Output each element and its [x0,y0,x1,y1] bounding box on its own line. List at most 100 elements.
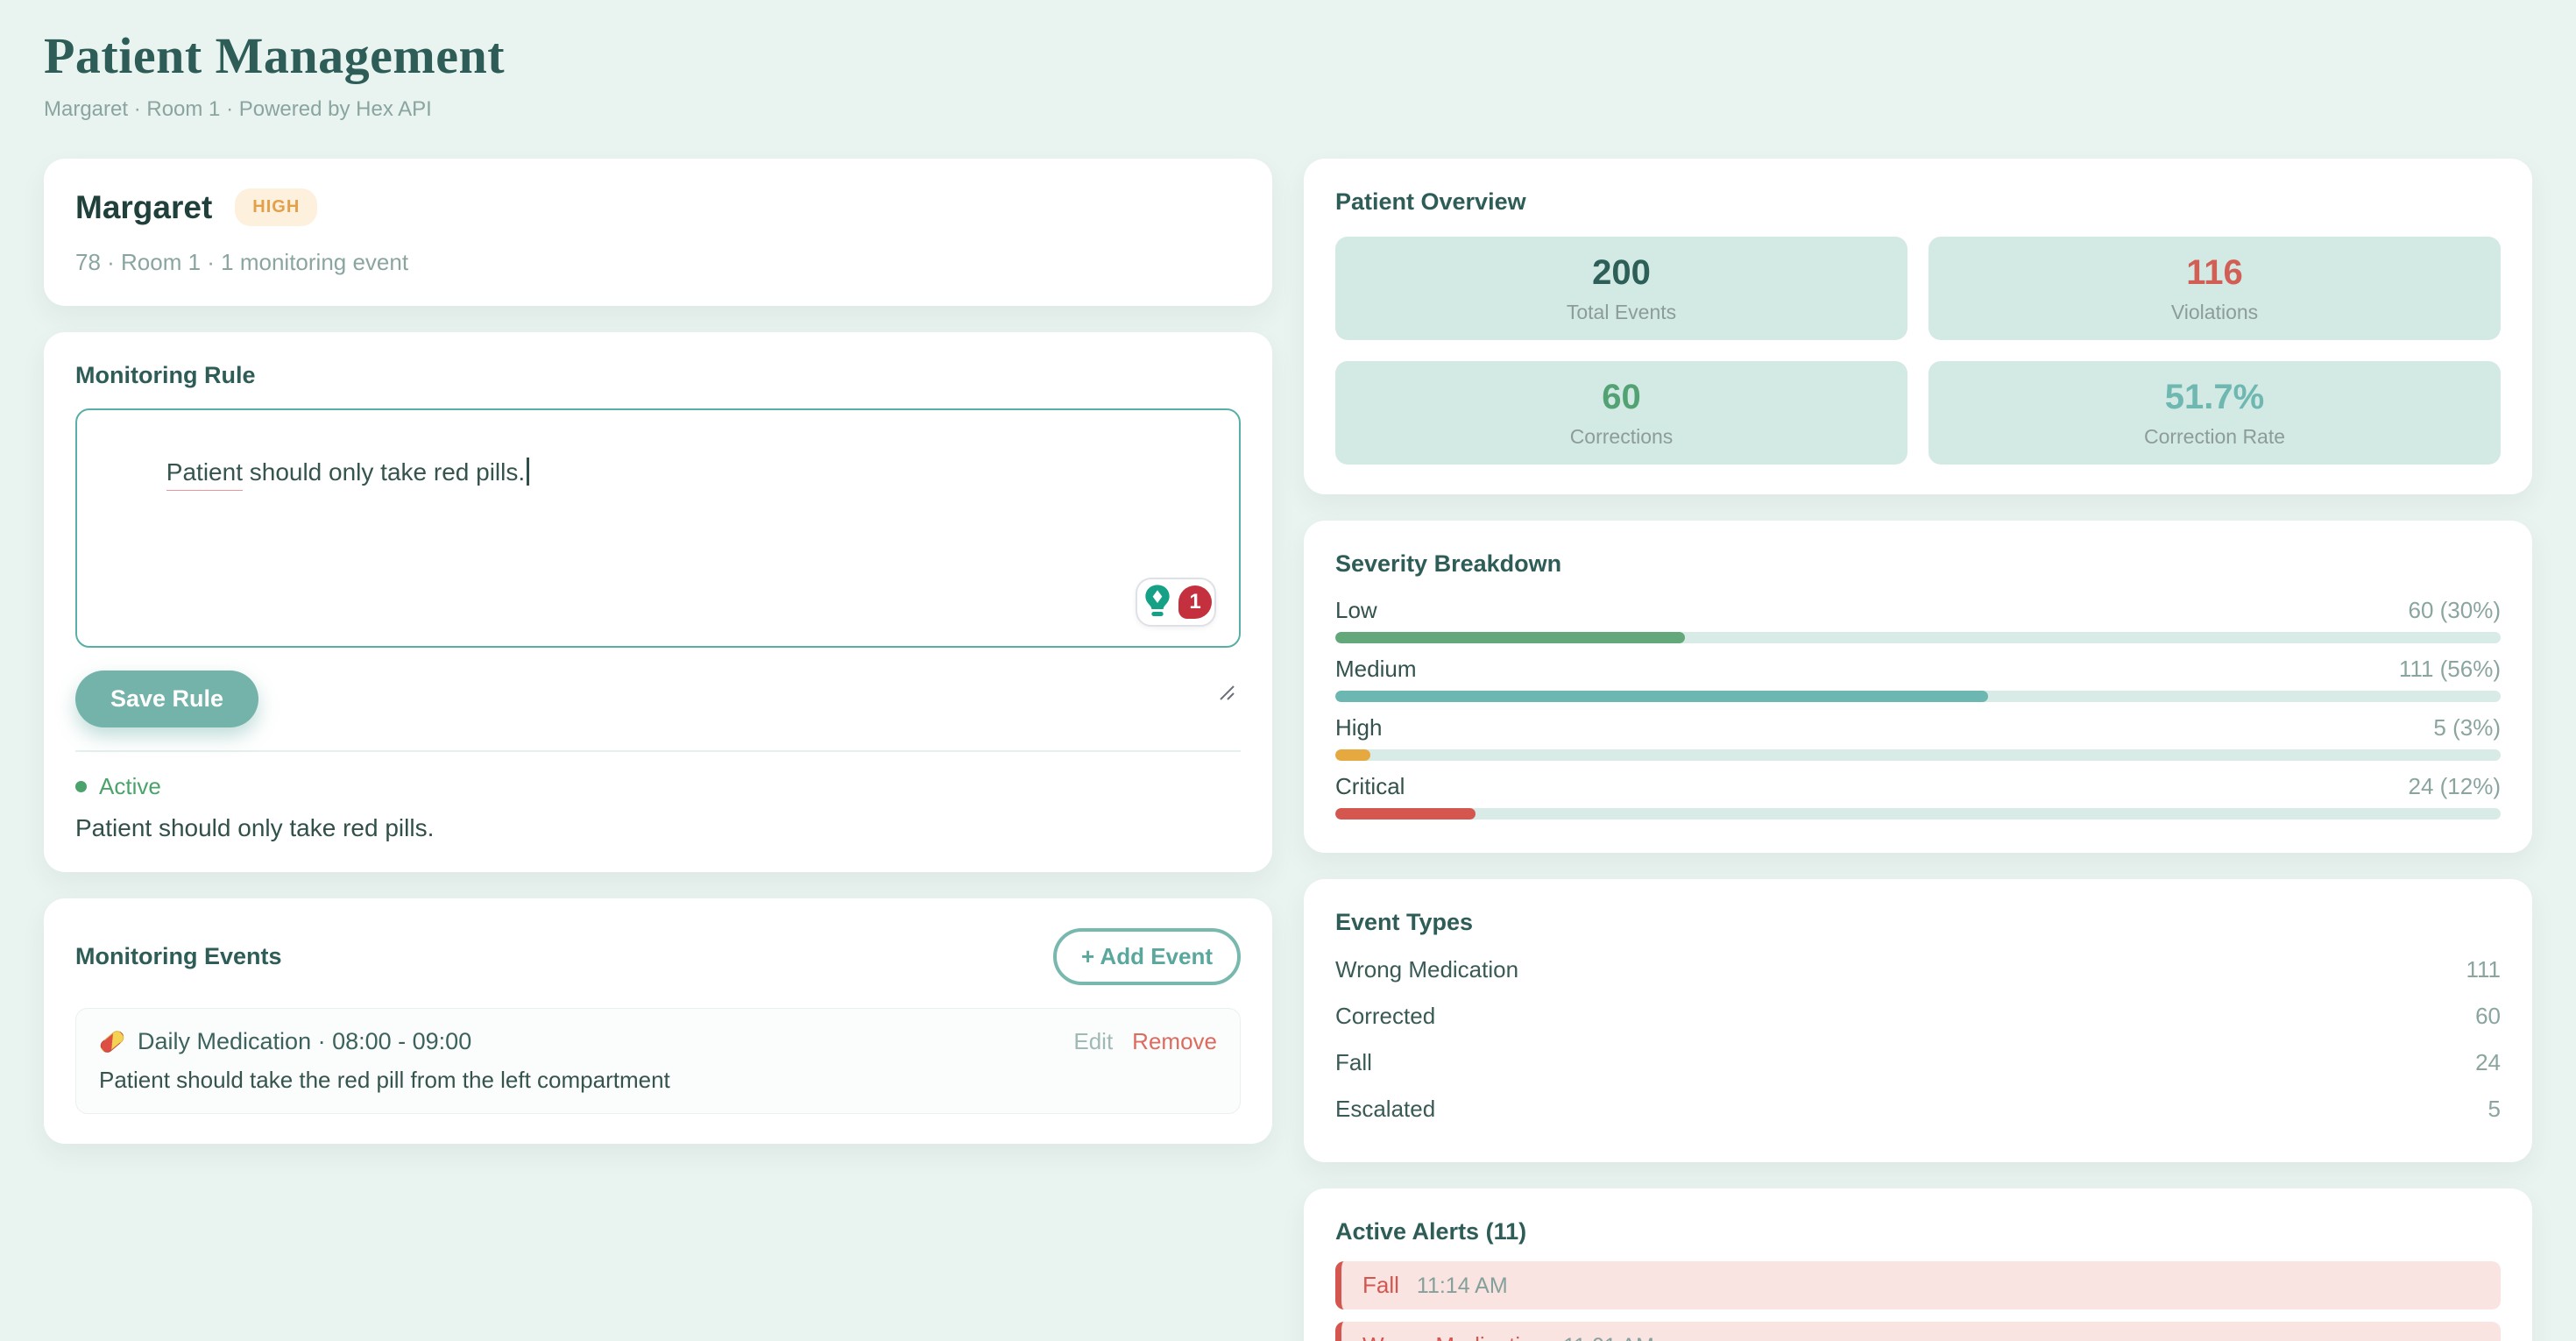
patient-overview-card: Patient Overview 200 Total Events 116 Vi… [1304,159,2532,494]
stat-label: Corrections [1569,424,1674,448]
alert-type: Wrong Medication [1362,1332,1546,1341]
severity-bar-fill [1335,808,1476,820]
event-actions: Edit Remove [1073,1028,1217,1055]
severity-bar-fill [1335,632,1685,643]
stat-correction-rate: 51.7% Correction Rate [1928,361,2501,465]
severity-row-medium: Medium 111 (56%) [1335,656,2501,702]
event-type-label: Fall [1335,1049,1372,1075]
stats-grid: 200 Total Events 116 Violations 60 Corre… [1335,237,2501,465]
event-type-count: 24 [2475,1049,2501,1075]
event-title-wrap: Daily Medication · 08:00 - 09:00 [97,1028,472,1055]
severity-bar-fill [1335,691,1988,702]
event-description: Patient should take the red pill from th… [99,1067,670,1093]
page-title: Patient Management [44,27,506,84]
severity-value: 111 (56%) [2398,656,2501,682]
pill-icon [97,1028,127,1055]
severity-label: Medium [1335,656,1417,682]
monitoring-event-item: Daily Medication · 08:00 - 09:00 Edit Re… [75,1008,1241,1114]
stat-corrections: 60 Corrections [1335,361,1907,465]
stat-value: 60 [1602,377,1641,416]
rule-text-rest: should only take red pills. [242,458,526,486]
severity-label: Low [1335,597,1377,623]
stat-label: Total Events [1566,300,1677,323]
flagged-word: Patient [166,458,243,491]
grammarly-assistant-button[interactable]: 1 [1136,578,1216,627]
grammarly-suggestion-count-badge: 1 [1178,585,1212,619]
stat-violations: 116 Violations [1928,237,2501,340]
alert-list: Fall 11:14 AM Wrong Medication 11:01 AM … [1335,1261,2501,1341]
event-type-label: Escalated [1335,1096,1436,1122]
event-type-row: Fall 24 [1335,1039,2501,1086]
severity-list: Low 60 (30%) Medium 111 (56%) [1335,597,2501,820]
alert-item: Wrong Medication 11:01 AM [1335,1322,2501,1341]
severity-label: Critical [1335,773,1405,799]
patient-overview-title: Patient Overview [1335,188,1526,215]
severity-bar-fill [1335,749,1370,761]
severity-label: High [1335,714,1383,741]
stat-label: Violations [2170,300,2259,323]
text-caret [527,458,530,486]
event-types-list: Wrong Medication 111 Corrected 60 Fall 2… [1335,947,2501,1132]
severity-row-high: High 5 (3%) [1335,714,2501,761]
monitoring-rule-card: Monitoring Rule Patient should only take… [44,332,1272,872]
add-event-button[interactable]: + Add Event [1052,928,1241,985]
rule-divider [75,750,1241,752]
event-type-row: Wrong Medication 111 [1335,947,2501,993]
severity-breakdown-card: Severity Breakdown Low 60 (30%) Me [1304,521,2532,853]
event-type-count: 60 [2475,1003,2501,1029]
main-columns: Margaret HIGH 78 · Room 1 · 1 monitoring… [44,159,2532,1341]
active-status-dot [75,781,87,792]
save-rule-button[interactable]: Save Rule [75,670,259,727]
monitoring-events-title: Monitoring Events [75,943,282,969]
event-types-card: Event Types Wrong Medication 111 Correct… [1304,879,2532,1162]
severity-bar-track [1335,749,2501,761]
severity-row-critical: Critical 24 (12%) [1335,773,2501,820]
event-title-row: Daily Medication · 08:00 - 09:00 Edit Re… [97,1028,1217,1055]
alert-type: Fall [1362,1272,1399,1298]
event-type-count: 111 [2466,956,2501,983]
active-alerts-title: Active Alerts (11) [1335,1218,1527,1245]
active-alerts-card: Active Alerts (11) Fall 11:14 AM Wrong M… [1304,1188,2532,1341]
patient-name-row: Margaret HIGH [75,188,1241,226]
alert-time: 11:14 AM [1416,1274,1508,1298]
risk-badge: HIGH [235,188,318,226]
page-subtitle: Margaret · Room 1 · Powered by Hex API [44,97,432,121]
event-type-row: Corrected 60 [1335,993,2501,1039]
event-type-row: Escalated 5 [1335,1086,2501,1132]
edit-event-link[interactable]: Edit [1073,1028,1114,1054]
active-rule-text: Patient should only take red pills. [75,814,435,841]
textarea-resize-handle[interactable] [1215,622,1235,700]
rule-status-row: Active [75,773,1241,800]
remove-event-link[interactable]: Remove [1132,1028,1217,1054]
patient-summary-card: Margaret HIGH 78 · Room 1 · 1 monitoring… [44,159,1272,306]
left-column: Margaret HIGH 78 · Room 1 · 1 monitoring… [44,159,1272,1170]
event-types-title: Event Types [1335,909,1474,935]
right-column: Patient Overview 200 Total Events 116 Vi… [1304,159,2532,1341]
alert-item: Fall 11:14 AM [1335,1261,2501,1309]
severity-row-low: Low 60 (30%) [1335,597,2501,643]
severity-breakdown-title: Severity Breakdown [1335,550,1562,577]
severity-bar-track [1335,808,2501,820]
monitoring-rule-title: Monitoring Rule [75,362,256,388]
stat-value: 116 [2186,252,2243,292]
active-status-label: Active [99,773,161,799]
patient-meta: 78 · Room 1 · 1 monitoring event [75,249,409,275]
stat-value: 51.7% [2164,377,2265,416]
severity-value: 5 (3%) [2433,714,2501,741]
severity-value: 60 (30%) [2408,597,2502,623]
stat-value: 200 [1592,252,1651,292]
severity-bar-track [1335,691,2501,702]
event-type-label: Corrected [1335,1003,1436,1029]
event-title: Daily Medication · 08:00 - 09:00 [138,1028,472,1054]
grammarly-lightbulb-icon [1140,583,1175,621]
stat-total-events: 200 Total Events [1335,237,1907,340]
event-type-count: 5 [2488,1096,2501,1122]
event-type-label: Wrong Medication [1335,956,1519,983]
alert-time: 11:01 AM [1563,1334,1654,1341]
rule-textarea[interactable]: Patient should only take red pills. 1 [75,408,1241,700]
monitoring-events-card: Monitoring Events + Add Event Daily Medi… [44,898,1272,1144]
stat-label: Correction Rate [2143,424,2286,448]
severity-value: 24 (12%) [2408,773,2502,799]
patient-name: Margaret [75,188,213,225]
